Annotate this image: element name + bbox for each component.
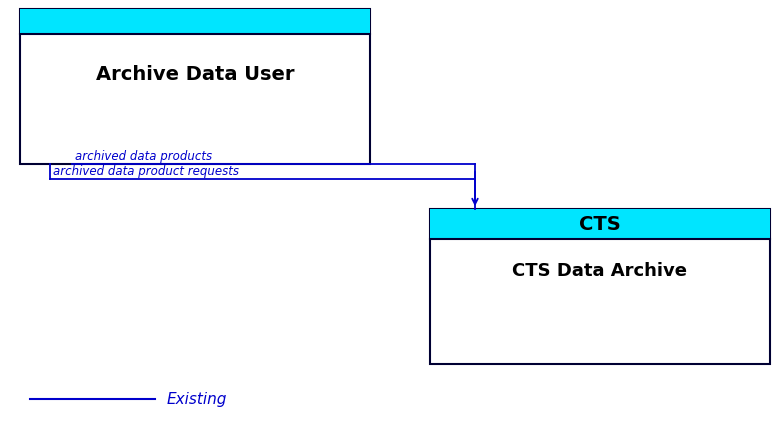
Text: Existing: Existing [167, 392, 227, 406]
Bar [430, 209, 770, 364]
Text: Archive Data User: Archive Data User [96, 64, 294, 83]
Text: CTS: CTS [579, 215, 621, 234]
Text: archived data product requests: archived data product requests [53, 165, 239, 178]
Bar [430, 209, 770, 240]
Text: CTS Data Archive: CTS Data Archive [513, 261, 687, 280]
Bar [20, 10, 370, 165]
Bar [20, 10, 370, 35]
Text: archived data products: archived data products [75, 150, 212, 163]
